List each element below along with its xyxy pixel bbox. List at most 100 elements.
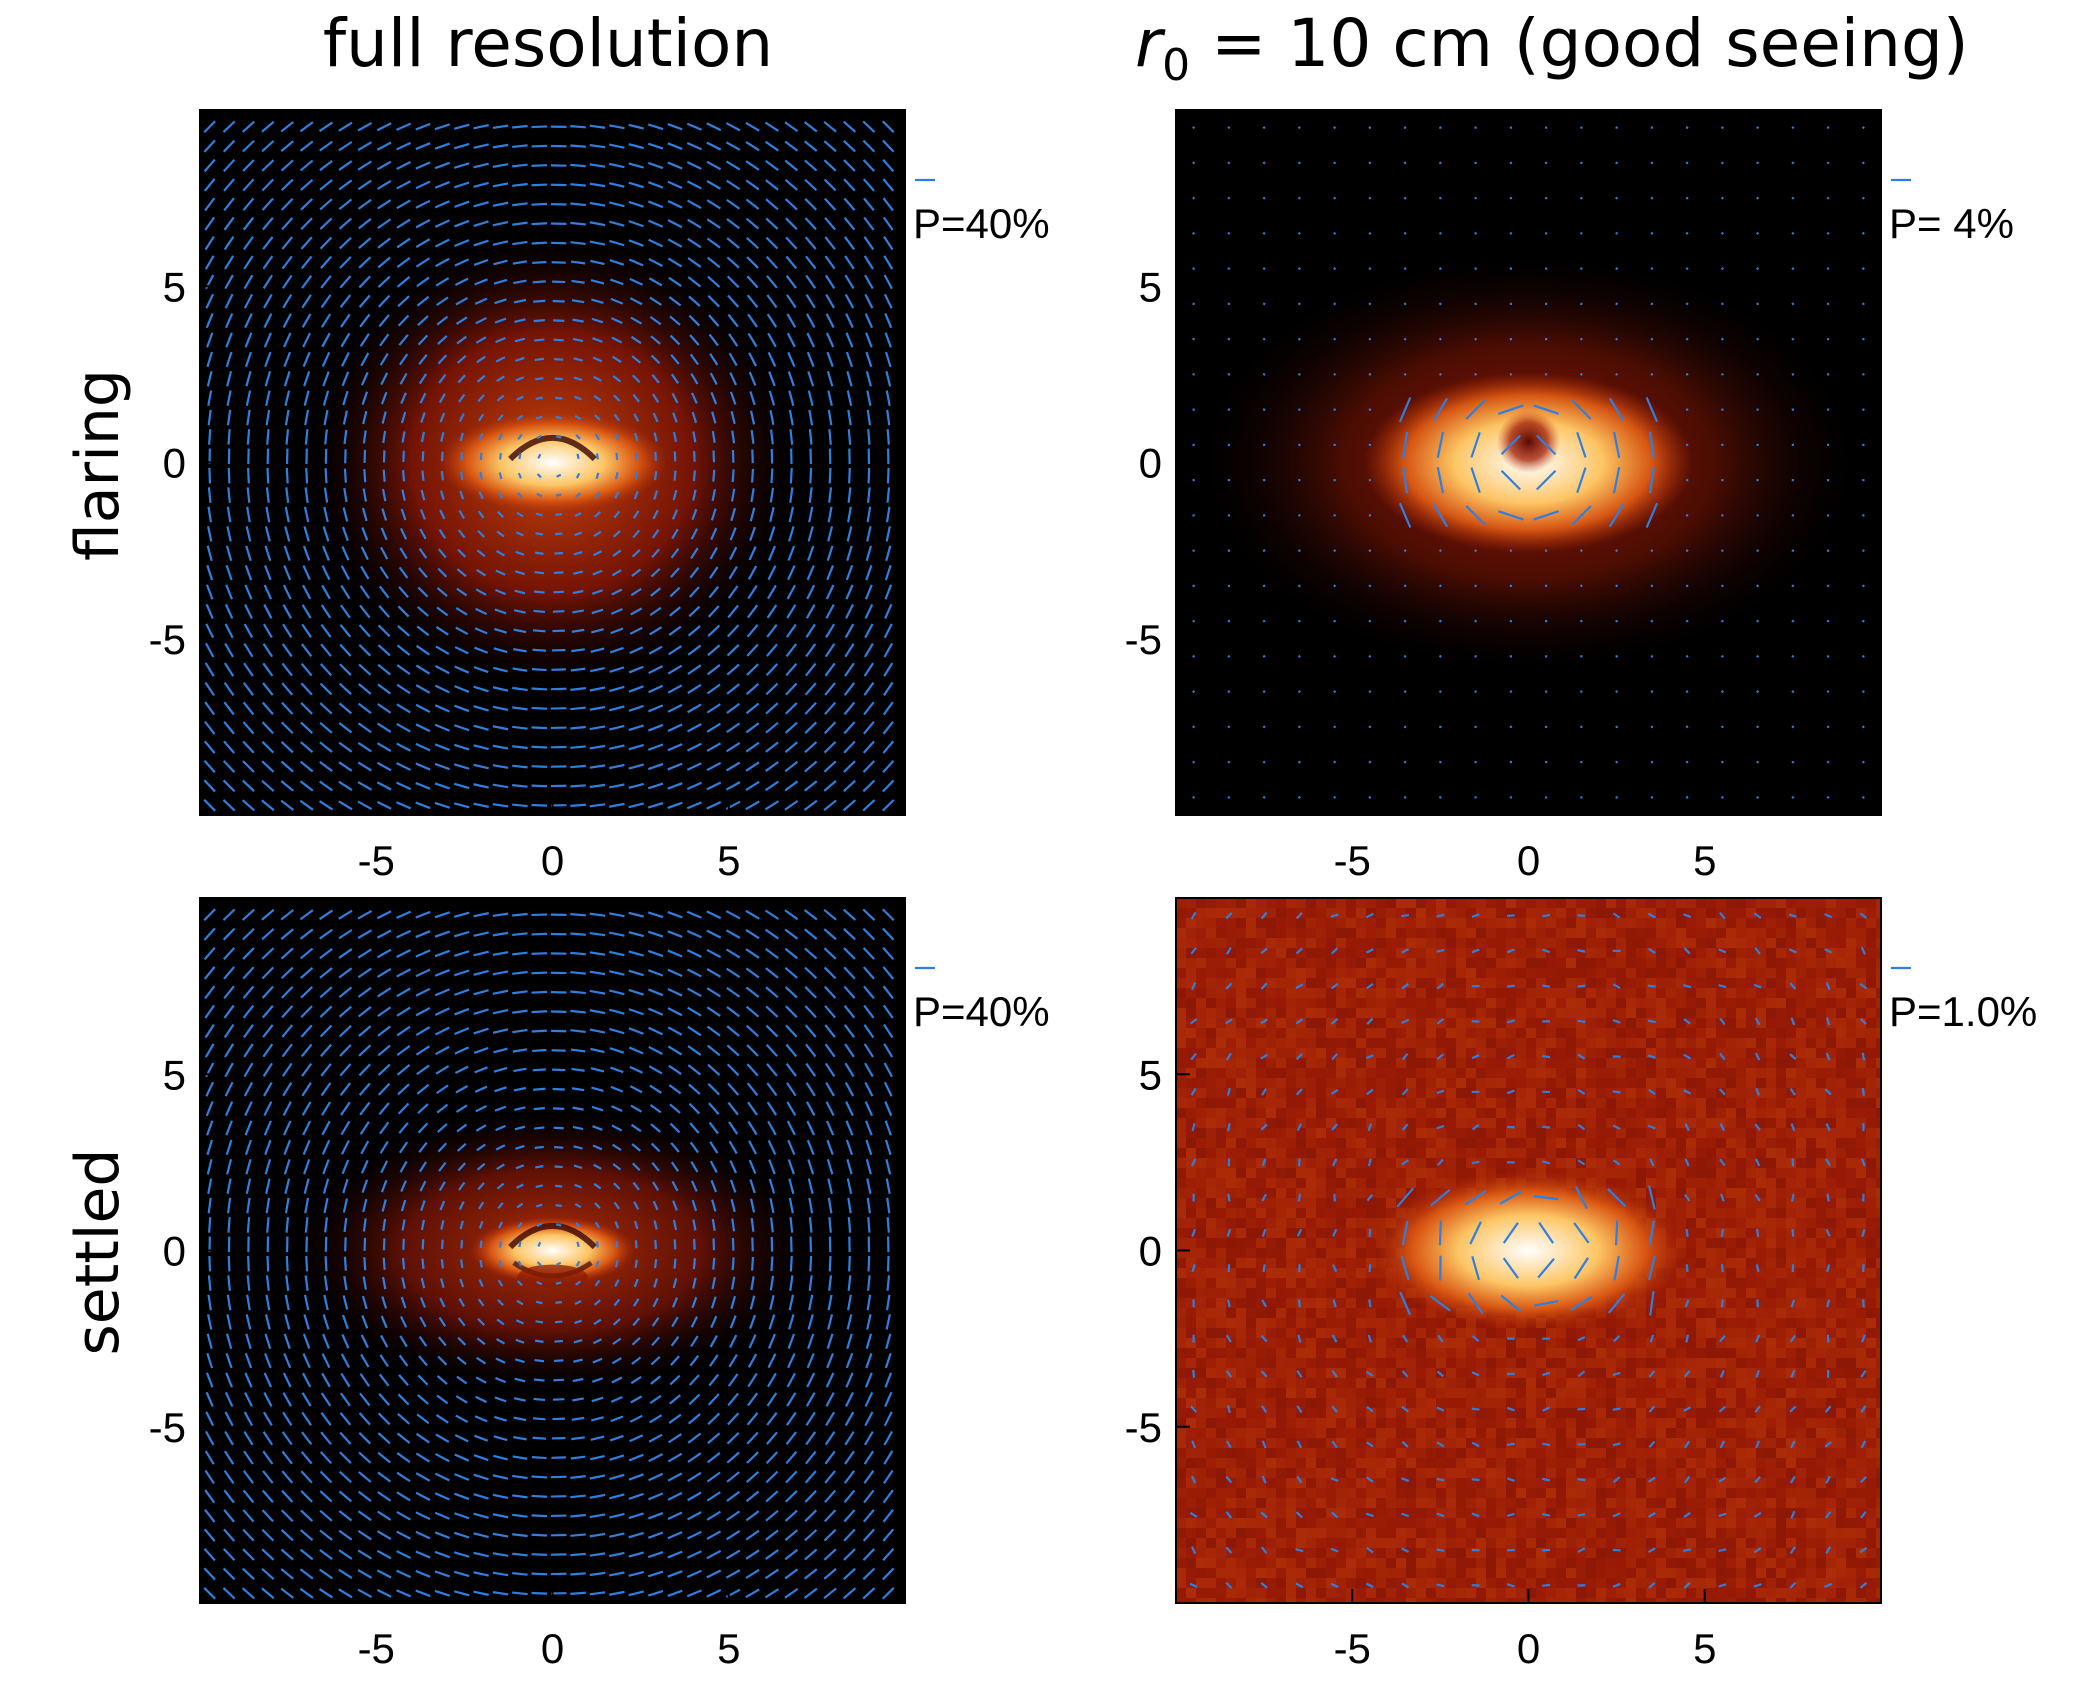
polarization-vector [434,1007,450,1016]
polarization-vector [1297,196,1301,200]
polarization-vector [1366,983,1374,990]
polarization-vector [768,1314,776,1330]
polarization-vector [282,1082,293,1097]
polarization-vector [628,200,644,208]
polarization-vector [843,1004,856,1019]
polarization-vector [492,1008,509,1015]
polarization-vector [1789,982,1797,990]
polarization-vector [357,761,372,772]
polarization-vector [727,294,740,308]
polarization-vector [512,240,528,246]
polarization-vector [745,1490,760,1503]
polarization-vector [591,1396,604,1403]
polarization-vector [285,467,289,484]
polarization-vector [224,255,235,270]
polarization-vector [784,1529,798,1541]
polarization-vector [769,487,775,503]
polarization-vector [746,1082,759,1096]
polarization-vector [613,394,621,402]
polarization-vector [1791,126,1795,130]
polarization-vector [475,607,488,616]
polarization-vector [226,370,233,387]
polarization-vector [767,545,776,561]
polarization-vector [396,929,412,939]
polarization-vector [207,1275,212,1291]
polarization-vector [668,296,682,307]
polarization-vector [266,467,270,484]
polarization-vector [339,1412,352,1426]
polarization-vector [1261,1405,1268,1413]
polarization-vector [262,1024,274,1038]
polarization-vector [866,1178,872,1194]
polarization-vector [343,1217,348,1233]
polarization-vector [807,390,814,406]
polarization-vector [1579,337,1583,341]
polarization-vector [709,1354,719,1367]
polarization-vector [727,1101,739,1116]
polarization-vector [768,526,776,542]
polarization-vector [730,1295,737,1310]
polarization-vector [318,909,334,920]
polarization-vector [319,159,333,172]
polarization-vector [589,124,606,129]
polarization-vector [512,260,528,265]
polarization-vector [1826,619,1830,623]
polarization-vector [397,624,410,637]
polarization-vector [828,1275,833,1291]
polarization-vector [280,760,294,773]
polarization-vector [492,1532,509,1538]
polarization-vector [805,1082,816,1097]
polarization-vector [1718,1405,1727,1413]
polarization-vector [342,507,349,522]
polarization-vector [284,390,291,406]
polarization-vector [1190,1405,1198,1413]
polarization-vector [769,1198,775,1214]
polarization-vector [824,236,836,250]
polarization-vector [280,780,294,792]
polarization-vector [1506,1406,1515,1412]
polarization-vector [415,782,431,790]
polarization-vector [1721,514,1724,517]
polarization-vector [512,764,528,769]
polarization-vector [415,949,431,958]
polarization-vector [610,1415,624,1423]
polarization-vector [1542,1406,1551,1412]
polarization-vector [265,487,270,503]
polarization-vector [689,586,700,598]
polarization-vector [765,1024,779,1038]
polarization-vector [473,1473,489,1481]
polarization-vector [242,966,255,980]
polarization-vector [1685,619,1689,623]
polarization-vector [320,604,332,619]
polarization-vector [1615,549,1619,553]
polarization-vector [338,909,353,920]
polarization-vector [418,1161,428,1173]
polarization-vector [843,682,856,696]
polarization-vector [357,722,372,734]
polarization-vector [649,1414,663,1424]
polarization-vector [863,682,875,696]
polarization-vector [262,1005,274,1019]
polarization-vector [456,1123,468,1133]
polarization-vector [747,1392,759,1407]
polarization-vector [418,547,428,559]
polarization-vector [512,163,528,168]
polarization-vector [338,928,353,940]
polarization-vector [415,238,431,248]
polarization-vector [1720,725,1724,729]
polarization-vector [227,1217,231,1233]
polarization-vector [866,1294,872,1311]
polarization-vector [823,721,837,735]
polarization-vector [864,1391,874,1407]
polarization-vector [226,526,232,542]
polarization-vector [418,567,428,579]
polarization-vector [1330,1477,1339,1483]
polarization-vector [1402,1334,1409,1343]
polarization-vector [396,180,411,190]
polarization-vector [357,948,372,959]
polarization-vector [338,722,353,734]
polarization-vector [882,927,895,941]
polarization-vector [883,1450,894,1465]
polarization-vector [1262,126,1266,130]
polarization-vector [1474,619,1477,623]
